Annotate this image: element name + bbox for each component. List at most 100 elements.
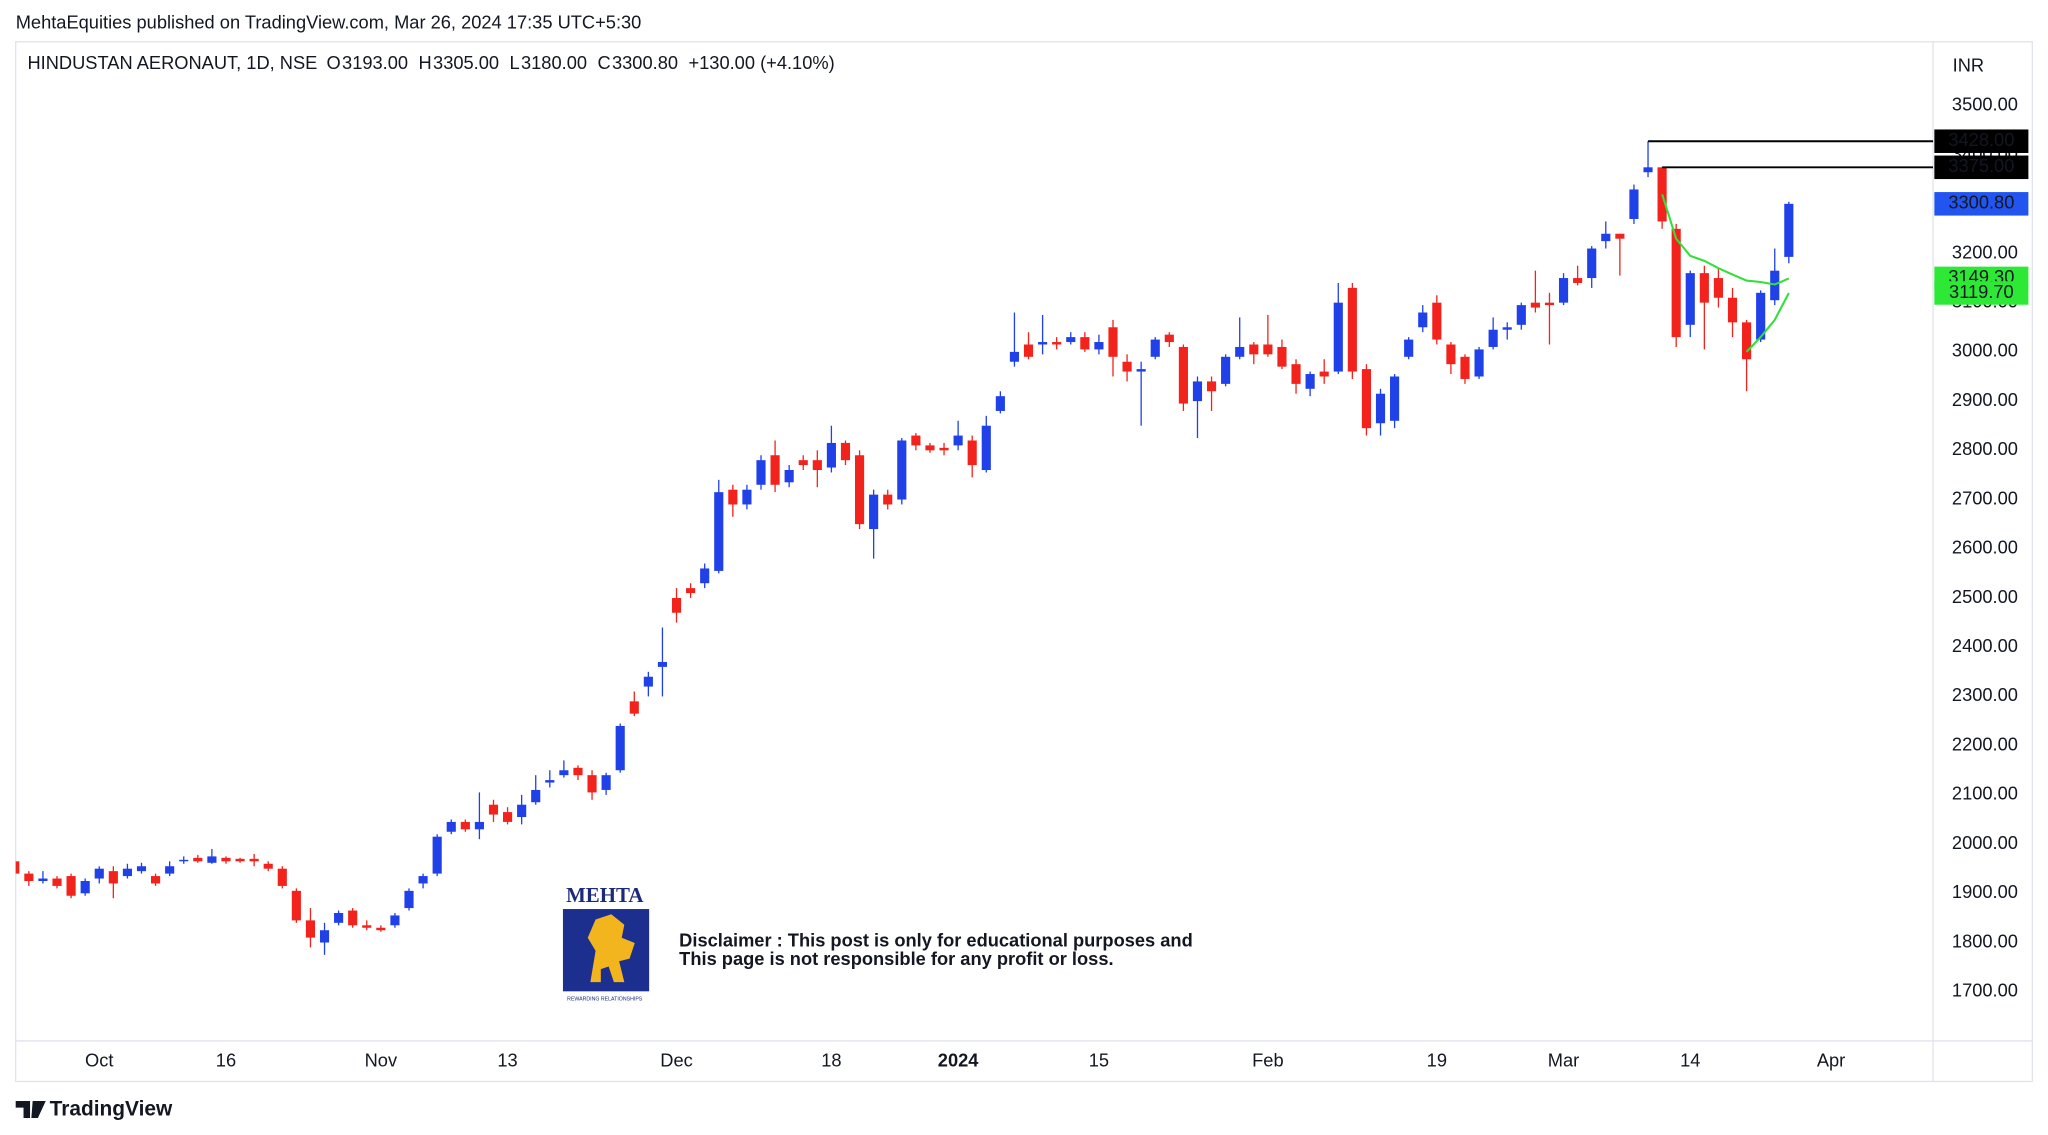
candle-body [502, 812, 513, 822]
candle-body [1685, 273, 1695, 325]
candle-body [122, 868, 132, 877]
candle-body [1502, 327, 1512, 330]
candle-body [1333, 302, 1343, 372]
candle-body [573, 767, 583, 776]
candle-body [38, 878, 48, 881]
candle-body [911, 435, 921, 446]
candle-body [559, 770, 569, 776]
chart-frame [15, 41, 2033, 1083]
candle-body [798, 460, 808, 466]
candle-body [1150, 339, 1160, 357]
candle-body [1629, 189, 1639, 219]
y-tick-label: 2200.00 [1952, 733, 2018, 754]
candle-body [432, 836, 442, 874]
candle-body [1643, 167, 1653, 173]
x-tick-label: Dec [660, 1050, 692, 1071]
level-price-box [1934, 129, 2029, 153]
candle-body [151, 876, 161, 884]
level-price-label: 3428.00 [1948, 129, 2014, 150]
candle-body [1756, 292, 1766, 340]
footer-brand: TradingView [50, 1098, 173, 1121]
x-tick-label: 19 [1427, 1050, 1447, 1071]
candle-body [1488, 329, 1498, 347]
candle-body [1573, 278, 1583, 283]
plot-area [15, 141, 1794, 955]
candle-body [460, 821, 470, 830]
candle-body [1263, 344, 1273, 355]
candle-body [1375, 393, 1386, 424]
candle-body [207, 856, 217, 863]
candle-body [334, 912, 344, 923]
candle-body [601, 775, 611, 790]
candle-body [770, 455, 780, 485]
candle-body [1009, 351, 1020, 362]
x-tick-label: 14 [1680, 1050, 1700, 1071]
candle-body [756, 460, 766, 485]
candle-body [376, 927, 386, 931]
legend-ohlc-label: H [419, 52, 432, 73]
candle-body [1023, 344, 1034, 357]
disclaimer-line: This page is not responsible for any pro… [679, 948, 1113, 969]
candle-body [1305, 374, 1315, 389]
y-tick-label: 2900.00 [1952, 389, 2018, 410]
candle-body [897, 440, 907, 500]
candle-body [418, 876, 428, 884]
candle-body [742, 489, 752, 505]
candle-body [1080, 337, 1090, 350]
legend-ohlc-value: 3305.00 [433, 52, 499, 73]
candle-body [1713, 278, 1723, 298]
candle-body [995, 396, 1005, 411]
y-tick-label: 2000.00 [1952, 832, 2018, 853]
candle-body [1727, 297, 1738, 323]
x-tick-label: 13 [497, 1050, 517, 1071]
logo-tagline: REWARDING RELATIONSHIPS [567, 997, 643, 1003]
x-tick-label: Feb [1252, 1050, 1283, 1071]
footer-logo-mark [15, 1101, 46, 1119]
candle-body [305, 920, 316, 938]
watermark-logo: MEHTA REWARDING RELATIONSHIPS [562, 883, 650, 1003]
candle-body [66, 876, 76, 896]
candle-body [1094, 342, 1104, 350]
legend-title: HINDUSTAN AERONAUT, 1D, NSE [27, 52, 317, 73]
candle-body [1347, 287, 1357, 372]
x-tick-label: Oct [85, 1050, 113, 1071]
candle-body [1460, 356, 1470, 379]
candle-body [587, 775, 597, 793]
candle-body [1516, 305, 1526, 325]
candle-body [1361, 369, 1372, 429]
candle-body [136, 866, 147, 872]
candle-body [1277, 346, 1287, 367]
y-tick-label: 2500.00 [1952, 586, 2018, 607]
candle-body [671, 597, 682, 613]
candle-body [854, 455, 865, 525]
candle-body [545, 780, 555, 783]
y-tick-label: 2600.00 [1952, 537, 2018, 558]
candle-body [1558, 278, 1569, 303]
candle-body [826, 442, 836, 468]
candle-body [615, 725, 625, 771]
x-tick-label: 2024 [938, 1050, 979, 1071]
candle-body [1192, 381, 1203, 402]
candle-body [319, 930, 330, 943]
candle-body [1052, 342, 1062, 345]
logo-text: MEHTA [566, 883, 643, 907]
legend-ohlc-value: 3180.00 [521, 52, 587, 73]
candle-body [1601, 233, 1611, 242]
candle-body [1544, 302, 1555, 306]
candle-body [517, 804, 527, 818]
y-tick-label: 3000.00 [1952, 340, 2018, 361]
y-tick-label: 2800.00 [1952, 438, 2018, 459]
candle-body [531, 789, 541, 803]
y-tick-label: 2400.00 [1952, 635, 2018, 656]
candle-body [883, 494, 893, 505]
candle-body [1390, 376, 1400, 421]
indicator-line [1745, 292, 1790, 353]
x-tick-label: Apr [1817, 1050, 1845, 1071]
candle-body [1291, 364, 1301, 384]
candle-body [15, 861, 20, 874]
candle-body [1319, 371, 1329, 377]
candle-body [1066, 337, 1076, 343]
candle-body [193, 857, 203, 862]
candle-body [348, 910, 358, 926]
